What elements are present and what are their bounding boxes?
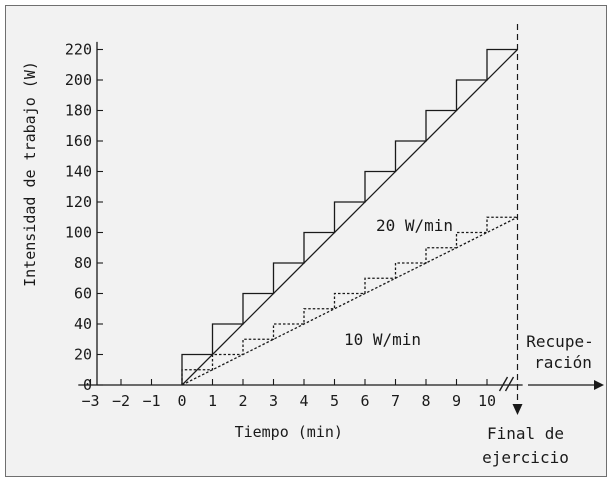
x-tick-label: 5 bbox=[330, 392, 339, 410]
x-tick-label: 7 bbox=[391, 392, 400, 410]
x-tick-label: −2 bbox=[112, 392, 130, 410]
y-tick-label: 180 bbox=[65, 102, 92, 120]
x-tick-label: −1 bbox=[142, 392, 160, 410]
x-tick-label: 2 bbox=[238, 392, 247, 410]
step-series-10 bbox=[181, 216, 518, 385]
series-label-20: 20 W/min bbox=[376, 216, 453, 235]
x-axis-title: Tiempo (min) bbox=[235, 423, 343, 441]
x-tick-label: 3 bbox=[269, 392, 278, 410]
axis-break-mark bbox=[498, 376, 509, 392]
x-tick-label: 0 bbox=[177, 392, 186, 410]
x-tick-label: 9 bbox=[452, 392, 461, 410]
recovery-label-line1: Recupe- bbox=[526, 332, 593, 351]
y-tick-label: 220 bbox=[65, 41, 92, 59]
y-tick-label: 60 bbox=[74, 285, 92, 303]
chart-svg: 0 20 40 60 80 100 120 140 160 180 200 220 −3 −2 −1 0 1 2 3… bbox=[21, 24, 604, 467]
chart-figure: 0 20 40 60 80 100 120 140 160 180 200 220 −3 −2 −1 0 1 2 3… bbox=[5, 5, 607, 477]
y-tick-label: 0 bbox=[83, 376, 92, 394]
x-tick-label: −3 bbox=[81, 392, 99, 410]
y-tick-label: 120 bbox=[65, 193, 92, 211]
y-tick-label: 140 bbox=[65, 163, 92, 181]
y-tick-label: 40 bbox=[74, 315, 92, 333]
y-tick-label: 100 bbox=[65, 224, 92, 242]
step-series-20 bbox=[181, 48, 518, 385]
y-tick-label: 160 bbox=[65, 132, 92, 150]
end-marker-arrowhead bbox=[512, 404, 523, 415]
x-tick-label: 8 bbox=[421, 392, 430, 410]
recovery-arrowhead bbox=[594, 380, 604, 390]
end-label-line1: Final de bbox=[487, 424, 564, 443]
ramp-series-10 bbox=[181, 216, 518, 386]
series-label-10: 10 W/min bbox=[344, 330, 421, 349]
recovery-label-line2: ración bbox=[534, 353, 592, 372]
x-tick-label: 10 bbox=[478, 392, 496, 410]
y-tick-label: 80 bbox=[74, 254, 92, 272]
y-tick-label: 200 bbox=[65, 71, 92, 89]
x-tick-label: 1 bbox=[208, 392, 217, 410]
x-tick-label: 6 bbox=[360, 392, 369, 410]
end-label-line2: ejercicio bbox=[482, 448, 569, 467]
axis-break-mark bbox=[504, 376, 515, 392]
x-tick-label: 4 bbox=[299, 392, 308, 410]
ramp-series-20 bbox=[181, 49, 518, 386]
y-axis-title: Intensidad de trabajo (W) bbox=[21, 61, 39, 287]
y-tick-label: 20 bbox=[74, 346, 92, 364]
